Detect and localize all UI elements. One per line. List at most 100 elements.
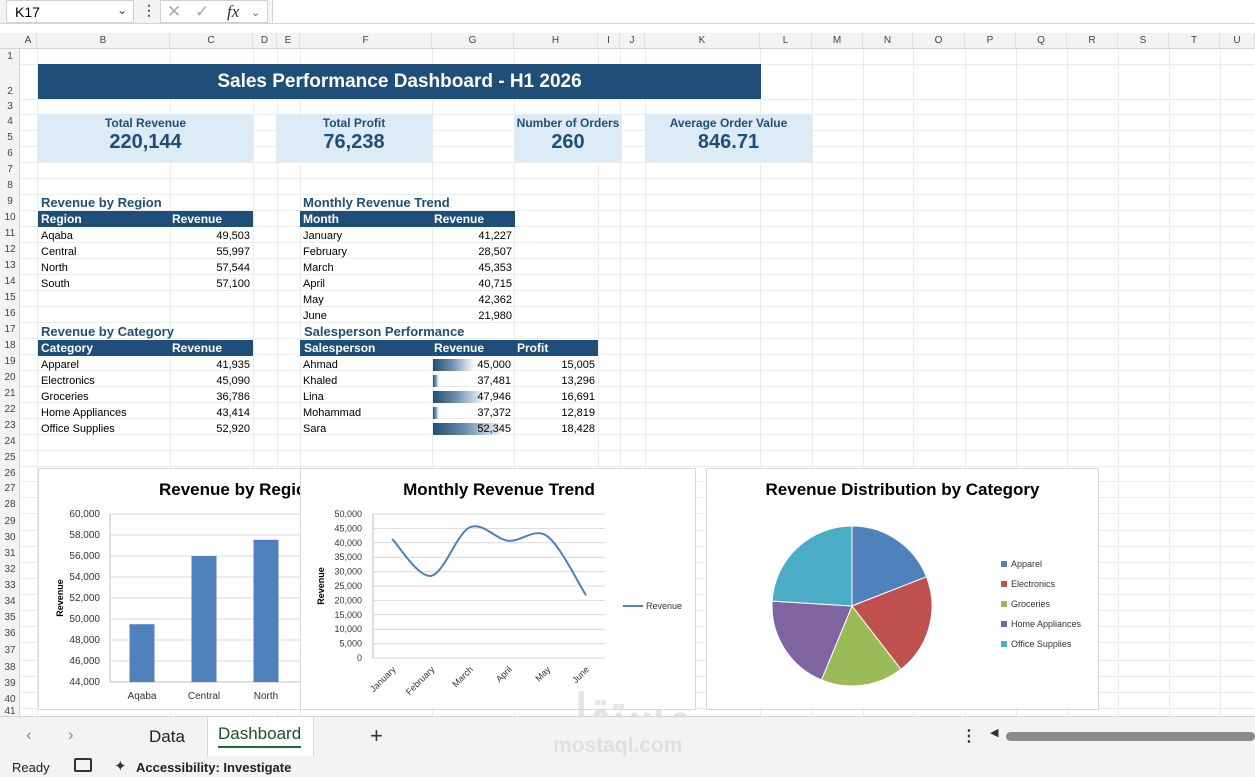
table-row[interactable]: Home Appliances 43,414	[38, 405, 253, 421]
tab-dashboard[interactable]: Dashboard	[207, 717, 314, 757]
row-header[interactable]: 23	[4, 420, 16, 431]
table-row[interactable]: February 28,507	[300, 244, 515, 260]
column-header[interactable]: B	[37, 33, 170, 49]
table-row[interactable]: Mohammad 37,372 12,819	[300, 405, 598, 421]
table-row[interactable]: April 40,715	[300, 276, 515, 292]
column-header[interactable]: R	[1067, 33, 1118, 49]
table-row[interactable]: June 21,980	[300, 308, 515, 324]
column-header[interactable]: S	[1118, 33, 1169, 49]
prev-sheet-icon[interactable]: ‹	[26, 725, 32, 744]
row-header[interactable]: 29	[4, 516, 16, 527]
row-header[interactable]: 20	[4, 372, 16, 383]
row-header[interactable]: 2	[7, 86, 13, 97]
row-header[interactable]: 32	[4, 564, 16, 575]
accessibility-icon[interactable]: ✦	[114, 758, 127, 775]
column-header[interactable]: D	[253, 33, 277, 49]
column-header[interactable]: E	[277, 33, 300, 49]
table-row[interactable]: Office Supplies 52,920	[38, 421, 253, 437]
table-row[interactable]: Khaled 37,481 13,296	[300, 373, 598, 389]
column-header[interactable]: K	[645, 33, 760, 49]
enter-check-icon[interactable]: ✓	[195, 2, 210, 21]
column-header[interactable]: T	[1169, 33, 1220, 49]
table-row[interactable]: May 42,362	[300, 292, 515, 308]
row-header[interactable]: 18	[4, 340, 16, 351]
row-header[interactable]: 8	[7, 180, 13, 191]
chart-revenue-by-region[interactable]: Revenue by Regic 60,000 58,000 56,000 54,00…	[38, 468, 302, 710]
row-header[interactable]: 31	[4, 548, 16, 559]
row-header[interactable]: 21	[4, 388, 16, 399]
row-header[interactable]: 15	[4, 292, 16, 303]
row-header[interactable]: 26	[4, 468, 16, 479]
row-header[interactable]: 12	[4, 244, 16, 255]
row-header[interactable]: 38	[4, 662, 16, 673]
table-row[interactable]: Apparel 41,935	[38, 357, 253, 373]
row-header[interactable]: 19	[4, 356, 16, 367]
formula-input[interactable]	[272, 0, 1255, 23]
column-header[interactable]: F	[300, 33, 432, 49]
add-sheet-icon[interactable]: +	[370, 723, 383, 748]
accessibility-status[interactable]: Accessibility: Investigate	[136, 760, 292, 775]
column-header[interactable]: H	[514, 33, 598, 49]
column-header[interactable]: P	[965, 33, 1016, 49]
row-header[interactable]: 9	[7, 196, 13, 207]
cancel-icon[interactable]: ✕	[167, 2, 182, 21]
insert-function-icon[interactable]: fx	[227, 2, 240, 21]
chart-revenue-distribution[interactable]: Revenue Distribution by Category Apparel…	[706, 468, 1099, 710]
row-header[interactable]: 10	[4, 212, 16, 223]
row-header[interactable]: 40	[4, 694, 16, 705]
table-row[interactable]: Aqaba 49,503	[38, 228, 253, 244]
column-header[interactable]: U	[1220, 33, 1255, 49]
row-header[interactable]: 34	[4, 596, 16, 607]
row-header[interactable]: 36	[4, 628, 16, 639]
row-header[interactable]: 22	[4, 404, 16, 415]
next-sheet-icon[interactable]: ›	[68, 725, 74, 744]
tab-data[interactable]: Data	[149, 727, 185, 746]
row-header[interactable]: 41	[4, 706, 16, 717]
table-row[interactable]: North 57,544	[38, 260, 253, 276]
column-header[interactable]: L	[760, 33, 812, 49]
table-row[interactable]: Groceries 36,786	[38, 389, 253, 405]
row-header[interactable]: 3	[7, 101, 13, 112]
column-header[interactable]: A	[20, 33, 37, 49]
row-header[interactable]: 13	[4, 260, 16, 271]
more-options-icon[interactable]: ⋮	[961, 728, 977, 745]
scroll-left-icon[interactable]: ◀	[990, 727, 999, 739]
table-row[interactable]: Electronics 45,090	[38, 373, 253, 389]
row-header[interactable]: 14	[4, 276, 16, 287]
row-header[interactable]: 5	[7, 132, 13, 143]
row-header[interactable]: 25	[4, 452, 16, 463]
row-header[interactable]: 17	[4, 324, 16, 335]
table-row[interactable]: Central 55,997	[38, 244, 253, 260]
row-header[interactable]: 11	[4, 228, 16, 239]
row-header[interactable]: 28	[4, 499, 16, 510]
table-row[interactable]: Ahmad 45,000 15,005	[300, 357, 598, 373]
column-header[interactable]: C	[170, 33, 253, 49]
column-header[interactable]: J	[620, 33, 645, 49]
table-row[interactable]: South 57,100	[38, 276, 253, 292]
column-header[interactable]: I	[598, 33, 620, 49]
macro-record-icon[interactable]	[74, 758, 92, 772]
more-options-icon[interactable]: ⋮	[142, 2, 156, 18]
row-header[interactable]: 30	[4, 532, 16, 543]
chevron-down-icon[interactable]: ⌄	[116, 3, 127, 17]
column-header[interactable]: O	[913, 33, 965, 49]
row-header[interactable]: 35	[4, 612, 16, 623]
table-row[interactable]: January 41,227	[300, 228, 515, 244]
column-header[interactable]: M	[812, 33, 863, 49]
row-header[interactable]: 16	[4, 308, 16, 319]
table-row[interactable]: March 45,353	[300, 260, 515, 276]
column-header[interactable]: N	[863, 33, 913, 49]
column-header[interactable]: G	[432, 33, 514, 49]
row-header[interactable]: 1	[7, 51, 13, 62]
chevron-down-icon[interactable]: ⌄	[251, 7, 261, 19]
row-header[interactable]: 6	[7, 148, 13, 159]
column-header[interactable]: Q	[1016, 33, 1067, 49]
chart-monthly-revenue-trend[interactable]: Monthly Revenue Trend 50,000 45,000 40,000…	[300, 468, 696, 710]
table-row[interactable]: Lina 47,946 16,691	[300, 389, 598, 405]
row-header[interactable]: 7	[7, 164, 13, 175]
row-header[interactable]: 4	[7, 116, 13, 127]
row-header[interactable]: 27	[4, 483, 16, 494]
row-header[interactable]: 24	[4, 436, 16, 447]
row-header[interactable]: 37	[4, 645, 16, 656]
row-header[interactable]: 39	[4, 678, 16, 689]
